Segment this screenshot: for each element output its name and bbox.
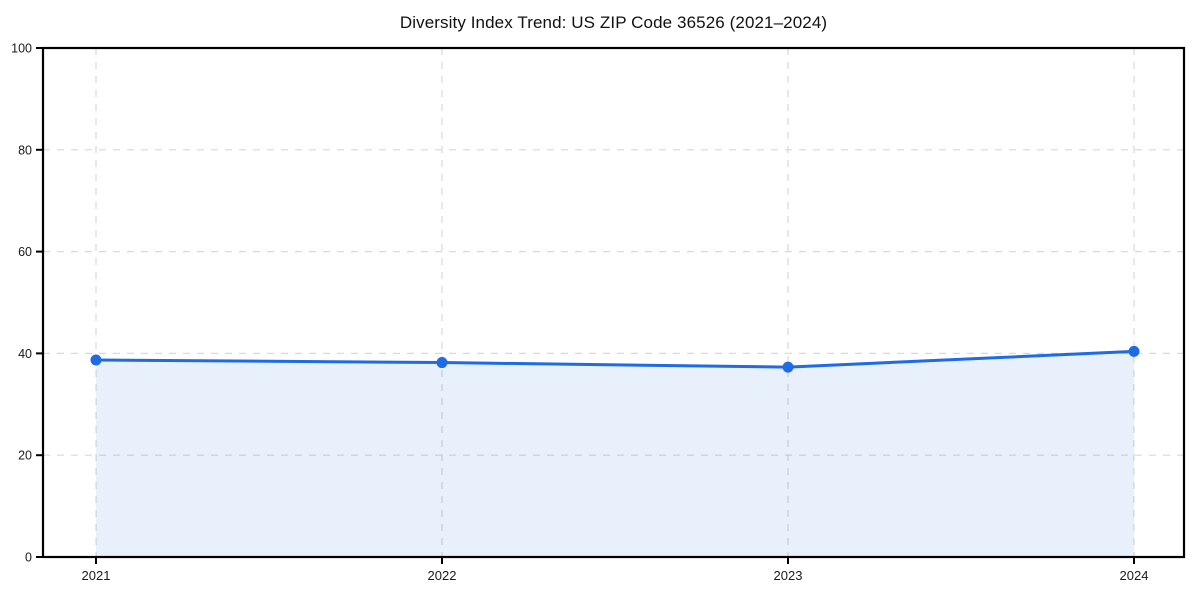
area-fill bbox=[96, 351, 1134, 557]
x-tick-label: 2024 bbox=[1120, 568, 1149, 583]
data-point-2023 bbox=[782, 361, 794, 373]
data-point-2024 bbox=[1128, 345, 1140, 357]
x-tick-label: 2022 bbox=[428, 568, 457, 583]
y-tick-label: 80 bbox=[18, 143, 32, 157]
y-tick-label: 40 bbox=[18, 347, 32, 361]
axes-frame bbox=[41, 46, 1186, 559]
data-point-2021 bbox=[90, 354, 102, 366]
trend-line bbox=[94, 349, 1136, 369]
y-tick-label: 20 bbox=[18, 449, 32, 463]
y-tick-label: 0 bbox=[25, 551, 32, 565]
y-tick-label: 100 bbox=[11, 42, 32, 56]
x-tick-label: 2021 bbox=[82, 568, 111, 583]
x-tick-label: 2023 bbox=[774, 568, 803, 583]
chart-title: Diversity Index Trend: US ZIP Code 36526… bbox=[399, 13, 828, 32]
data-point-2022 bbox=[436, 357, 448, 369]
y-tick-label: 60 bbox=[18, 245, 32, 259]
